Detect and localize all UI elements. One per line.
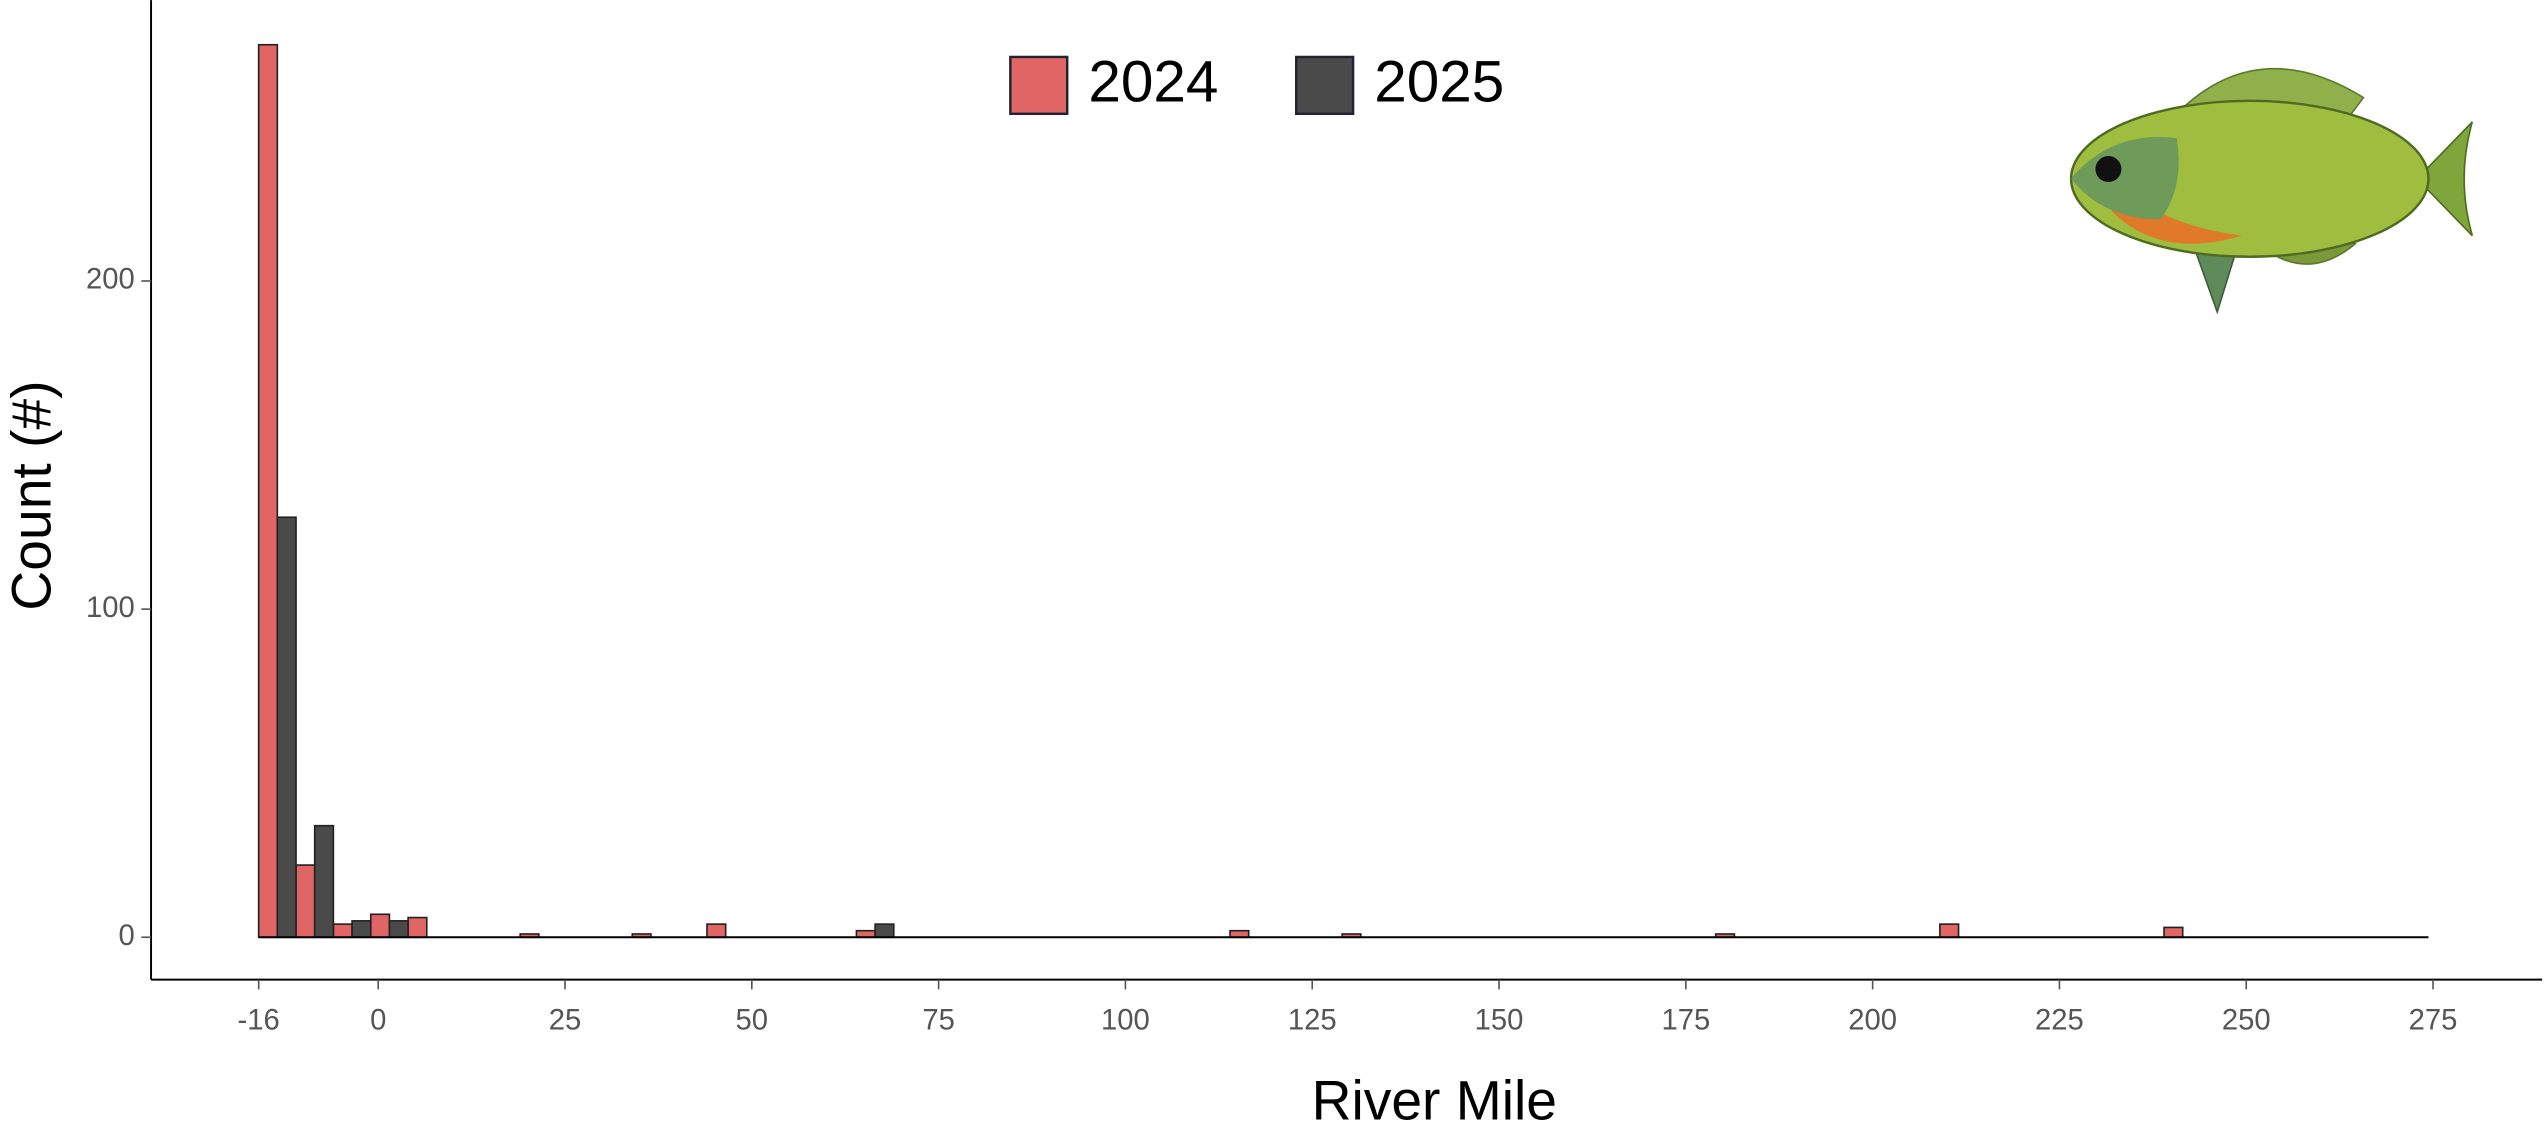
y-tick-label: 0	[119, 920, 135, 952]
bar	[295, 864, 316, 939]
bar	[257, 43, 279, 939]
x-tick-label: 275	[2409, 1005, 2458, 1037]
bar	[313, 824, 335, 939]
x-tick-label: 250	[2222, 1005, 2271, 1037]
bar	[351, 920, 372, 939]
x-tick-label: 50	[736, 1005, 769, 1037]
bar	[1939, 923, 1960, 939]
x-tick-label: 125	[1288, 1005, 1337, 1037]
x-tick-label: 150	[1475, 1005, 1524, 1037]
x-tick-label: 175	[1661, 1005, 1710, 1037]
legend-label: 2024	[1088, 50, 1218, 115]
legend-label: 2025	[1374, 50, 1504, 115]
bar	[855, 929, 876, 939]
x-tick-label: 75	[922, 1005, 955, 1037]
bar	[874, 923, 895, 939]
y-tick-label: 200	[86, 264, 135, 296]
bar	[407, 916, 428, 939]
x-tick-label: 100	[1101, 1005, 1150, 1037]
bar	[332, 923, 353, 939]
bar	[369, 913, 391, 939]
bar	[2163, 926, 2184, 939]
y-tick-label: 100	[86, 592, 135, 624]
legend-swatch	[1295, 55, 1355, 116]
x-tick-label: 25	[549, 1005, 582, 1037]
y-axis-title: Count (#)	[0, 380, 62, 610]
x-tick-label: -16	[238, 1005, 280, 1037]
legend-swatch	[1009, 55, 1069, 116]
x-tick-label: 0	[370, 1005, 386, 1037]
x-tick-label: 225	[2035, 1005, 2084, 1037]
bar	[276, 516, 297, 939]
fish-illustration	[2069, 67, 2474, 315]
x-axis-title: River Mile	[1312, 1069, 1557, 1131]
bar	[388, 920, 409, 939]
x-tick-label: 200	[1848, 1005, 1897, 1037]
bar	[1229, 929, 1250, 939]
bar	[706, 923, 727, 939]
